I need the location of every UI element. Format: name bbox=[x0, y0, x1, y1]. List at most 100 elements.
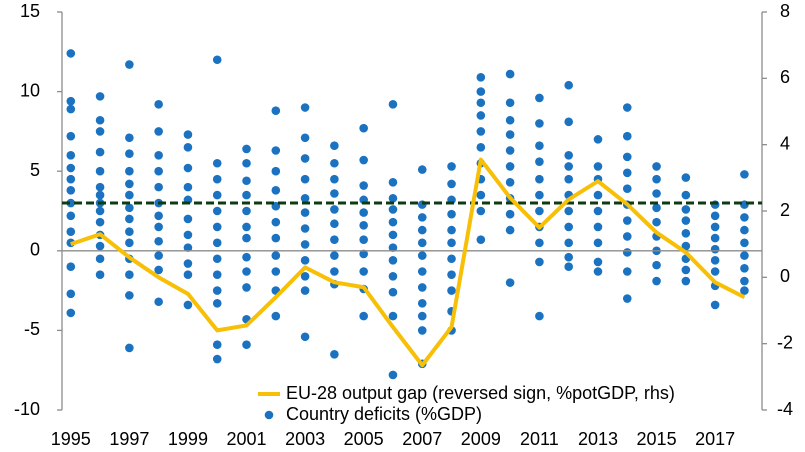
deficit-point bbox=[359, 235, 368, 244]
deficit-point bbox=[242, 233, 251, 243]
legend-box bbox=[254, 382, 754, 426]
deficit-point bbox=[212, 270, 222, 279]
deficit-point bbox=[154, 211, 163, 221]
deficit-point bbox=[212, 238, 222, 248]
deficit-point bbox=[242, 158, 251, 168]
deficit-point bbox=[535, 141, 544, 151]
deficit-point bbox=[535, 93, 544, 103]
deficit-point bbox=[154, 100, 163, 109]
x-tick-label: 2007 bbox=[402, 429, 442, 449]
deficit-point bbox=[154, 297, 163, 307]
deficit-point bbox=[652, 217, 661, 227]
deficit-point bbox=[95, 182, 105, 192]
deficit-point bbox=[125, 203, 134, 213]
deficit-point bbox=[359, 267, 368, 276]
deficit-point bbox=[710, 244, 720, 254]
deficit-point bbox=[212, 190, 222, 200]
deficit-point bbox=[564, 222, 573, 232]
deficit-point bbox=[154, 150, 163, 160]
deficit-point bbox=[66, 262, 76, 272]
deficit-point bbox=[330, 349, 339, 359]
deficit-point bbox=[505, 98, 515, 108]
deficit-point bbox=[622, 267, 632, 276]
deficit-point bbox=[505, 115, 515, 125]
deficit-point bbox=[242, 267, 251, 276]
deficit-point bbox=[95, 127, 105, 136]
deficit-point bbox=[564, 206, 573, 216]
y-tick-label: -10 bbox=[14, 399, 40, 419]
deficit-point bbox=[212, 254, 222, 264]
deficit-point bbox=[125, 149, 134, 158]
deficit-point bbox=[125, 179, 134, 189]
deficit-point bbox=[300, 133, 310, 143]
deficit-point bbox=[564, 117, 573, 127]
deficit-point bbox=[593, 135, 603, 144]
deficit-point bbox=[417, 238, 427, 248]
deficit-point bbox=[681, 216, 691, 225]
deficit-point bbox=[622, 216, 632, 225]
deficit-point bbox=[242, 222, 251, 232]
deficit-point bbox=[476, 72, 486, 82]
deficit-point bbox=[95, 190, 105, 200]
deficit-point bbox=[242, 283, 251, 292]
deficit-point bbox=[740, 225, 749, 235]
deficit-point bbox=[359, 155, 368, 165]
legend-swatch bbox=[264, 410, 274, 420]
deficit-point bbox=[740, 251, 749, 260]
deficit-point bbox=[95, 147, 105, 157]
deficit-point bbox=[740, 286, 749, 295]
deficit-point bbox=[66, 104, 76, 114]
deficit-point bbox=[476, 98, 486, 108]
deficit-point bbox=[740, 238, 749, 248]
deficit-point bbox=[740, 276, 749, 286]
deficit-point bbox=[505, 130, 515, 139]
deficit-point bbox=[66, 163, 76, 173]
deficit-point bbox=[66, 308, 76, 318]
deficit-point bbox=[388, 100, 398, 109]
deficit-point bbox=[66, 198, 76, 208]
deficit-point bbox=[271, 311, 281, 321]
deficit-point bbox=[505, 146, 515, 155]
deficit-point bbox=[593, 190, 603, 200]
deficit-point bbox=[622, 294, 632, 303]
deficit-point bbox=[476, 206, 486, 216]
deficit-point bbox=[154, 182, 163, 192]
deficit-point bbox=[710, 233, 720, 243]
deficit-point bbox=[681, 173, 691, 182]
deficit-point bbox=[564, 252, 573, 262]
deficit-point bbox=[652, 203, 661, 213]
deficit-point bbox=[476, 127, 486, 136]
deficit-point bbox=[710, 256, 720, 265]
legend-label: EU-28 output gap (reversed sign, %potGDP… bbox=[286, 383, 675, 403]
deficit-point bbox=[330, 219, 339, 229]
deficit-point bbox=[300, 332, 310, 342]
deficit-point bbox=[710, 267, 720, 276]
deficit-point bbox=[505, 69, 515, 79]
deficit-point bbox=[652, 276, 661, 286]
deficit-point bbox=[417, 283, 427, 292]
deficit-point bbox=[300, 256, 310, 265]
deficit-point bbox=[183, 143, 193, 152]
deficit-point bbox=[183, 163, 193, 173]
deficit-point bbox=[564, 150, 573, 160]
deficit-point bbox=[125, 133, 134, 143]
deficit-point bbox=[95, 92, 105, 101]
deficit-point bbox=[271, 217, 281, 227]
deficit-point bbox=[388, 271, 398, 281]
deficit-point bbox=[212, 222, 222, 232]
deficit-point bbox=[447, 286, 456, 295]
deficit-point bbox=[476, 143, 486, 152]
x-tick-label: 2001 bbox=[226, 429, 266, 449]
deficit-point bbox=[681, 276, 691, 286]
deficit-point bbox=[183, 243, 193, 252]
deficit-point bbox=[505, 178, 515, 187]
deficit-point bbox=[535, 257, 544, 267]
deficit-point bbox=[330, 235, 339, 244]
deficit-point bbox=[681, 228, 691, 238]
deficit-point bbox=[125, 270, 134, 279]
deficit-point bbox=[681, 190, 691, 200]
deficit-point bbox=[300, 271, 310, 281]
deficit-point bbox=[95, 254, 105, 264]
deficit-point bbox=[417, 326, 427, 335]
